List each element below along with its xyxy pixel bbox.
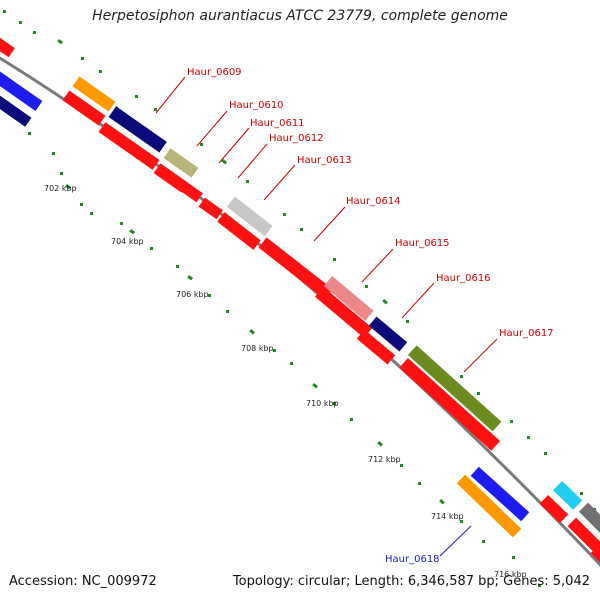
gene-arrow[interactable] [163, 148, 199, 178]
gene-arrow[interactable] [98, 122, 160, 170]
gene-arrow[interactable] [217, 212, 261, 250]
gene-label-haur-0609[interactable]: Haur_0609 [187, 67, 242, 78]
scale-label-708: 708 kbp [241, 344, 274, 353]
gene-features[interactable] [0, 35, 600, 568]
gene-arrow[interactable] [590, 544, 600, 568]
gene-label-layer: Haur_0609 Haur_0610 Haur_0611 Haur_0612 … [187, 67, 554, 565]
gene-label-haur-0615[interactable]: Haur_0615 [395, 238, 450, 249]
gene-label-haur-0610[interactable]: Haur_0610 [229, 100, 284, 111]
gene-arrow[interactable] [314, 286, 373, 338]
gene-arrow[interactable] [258, 237, 333, 300]
scale-label-712: 712 kbp [368, 455, 401, 464]
outer-tick-ring [3, 10, 596, 511]
scale-label-714: 714 kbp [431, 512, 464, 521]
scale-label-704: 704 kbp [111, 237, 144, 246]
label-leaders [155, 76, 498, 557]
gene-arrow[interactable] [356, 329, 396, 365]
gene-label-haur-0617[interactable]: Haur_0617 [499, 328, 554, 339]
gene-arrow[interactable] [0, 69, 43, 111]
scale-label-702: 702 kbp [44, 184, 77, 193]
scale-label-706: 706 kbp [176, 290, 209, 299]
accession-text: Accession: NC_009972 [9, 574, 157, 589]
gene-arrow[interactable] [178, 180, 203, 203]
gene-arrow[interactable] [0, 35, 15, 58]
gene-arrow[interactable] [578, 502, 600, 541]
scale-label-716: 716 kbp [494, 570, 527, 579]
gene-label-haur-0614[interactable]: Haur_0614 [346, 196, 401, 207]
gene-arrow[interactable] [368, 316, 408, 352]
gene-arrow[interactable] [399, 358, 501, 451]
gene-label-haur-0611[interactable]: Haur_0611 [250, 118, 305, 129]
gene-label-haur-0613[interactable]: Haur_0613 [297, 155, 352, 166]
gene-arrow[interactable] [553, 480, 583, 510]
gene-arrow[interactable] [153, 163, 189, 193]
gene-arrow[interactable] [407, 345, 502, 432]
scale-label-710: 710 kbp [306, 399, 339, 408]
gene-arrow[interactable] [470, 466, 530, 522]
gene-arrow[interactable] [226, 196, 273, 237]
gene-arrow[interactable] [539, 494, 569, 524]
gene-label-haur-0616[interactable]: Haur_0616 [436, 273, 491, 284]
gene-arrow[interactable] [62, 90, 106, 126]
gene-label-haur-0618[interactable]: Haur_0618 [385, 554, 440, 565]
gene-arrow[interactable] [456, 474, 522, 538]
inner-tick-ring [28, 132, 541, 587]
gene-arrow[interactable] [323, 276, 374, 321]
gene-arrow[interactable] [72, 76, 116, 112]
scale-label-layer: 702 kbp 704 kbp 706 kbp 708 kbp 710 kbp … [44, 184, 527, 579]
gene-arrow[interactable] [0, 92, 32, 127]
gene-label-haur-0612[interactable]: Haur_0612 [269, 133, 324, 144]
map-title: Herpetosiphon aurantiacus ATCC 23779, co… [92, 8, 508, 24]
gene-arrow[interactable] [108, 106, 167, 153]
gene-arrow[interactable] [567, 517, 600, 555]
genome-summary-text: Topology: circular; Length: 6,346,587 bp… [232, 574, 590, 589]
gene-arrow[interactable] [198, 197, 223, 220]
